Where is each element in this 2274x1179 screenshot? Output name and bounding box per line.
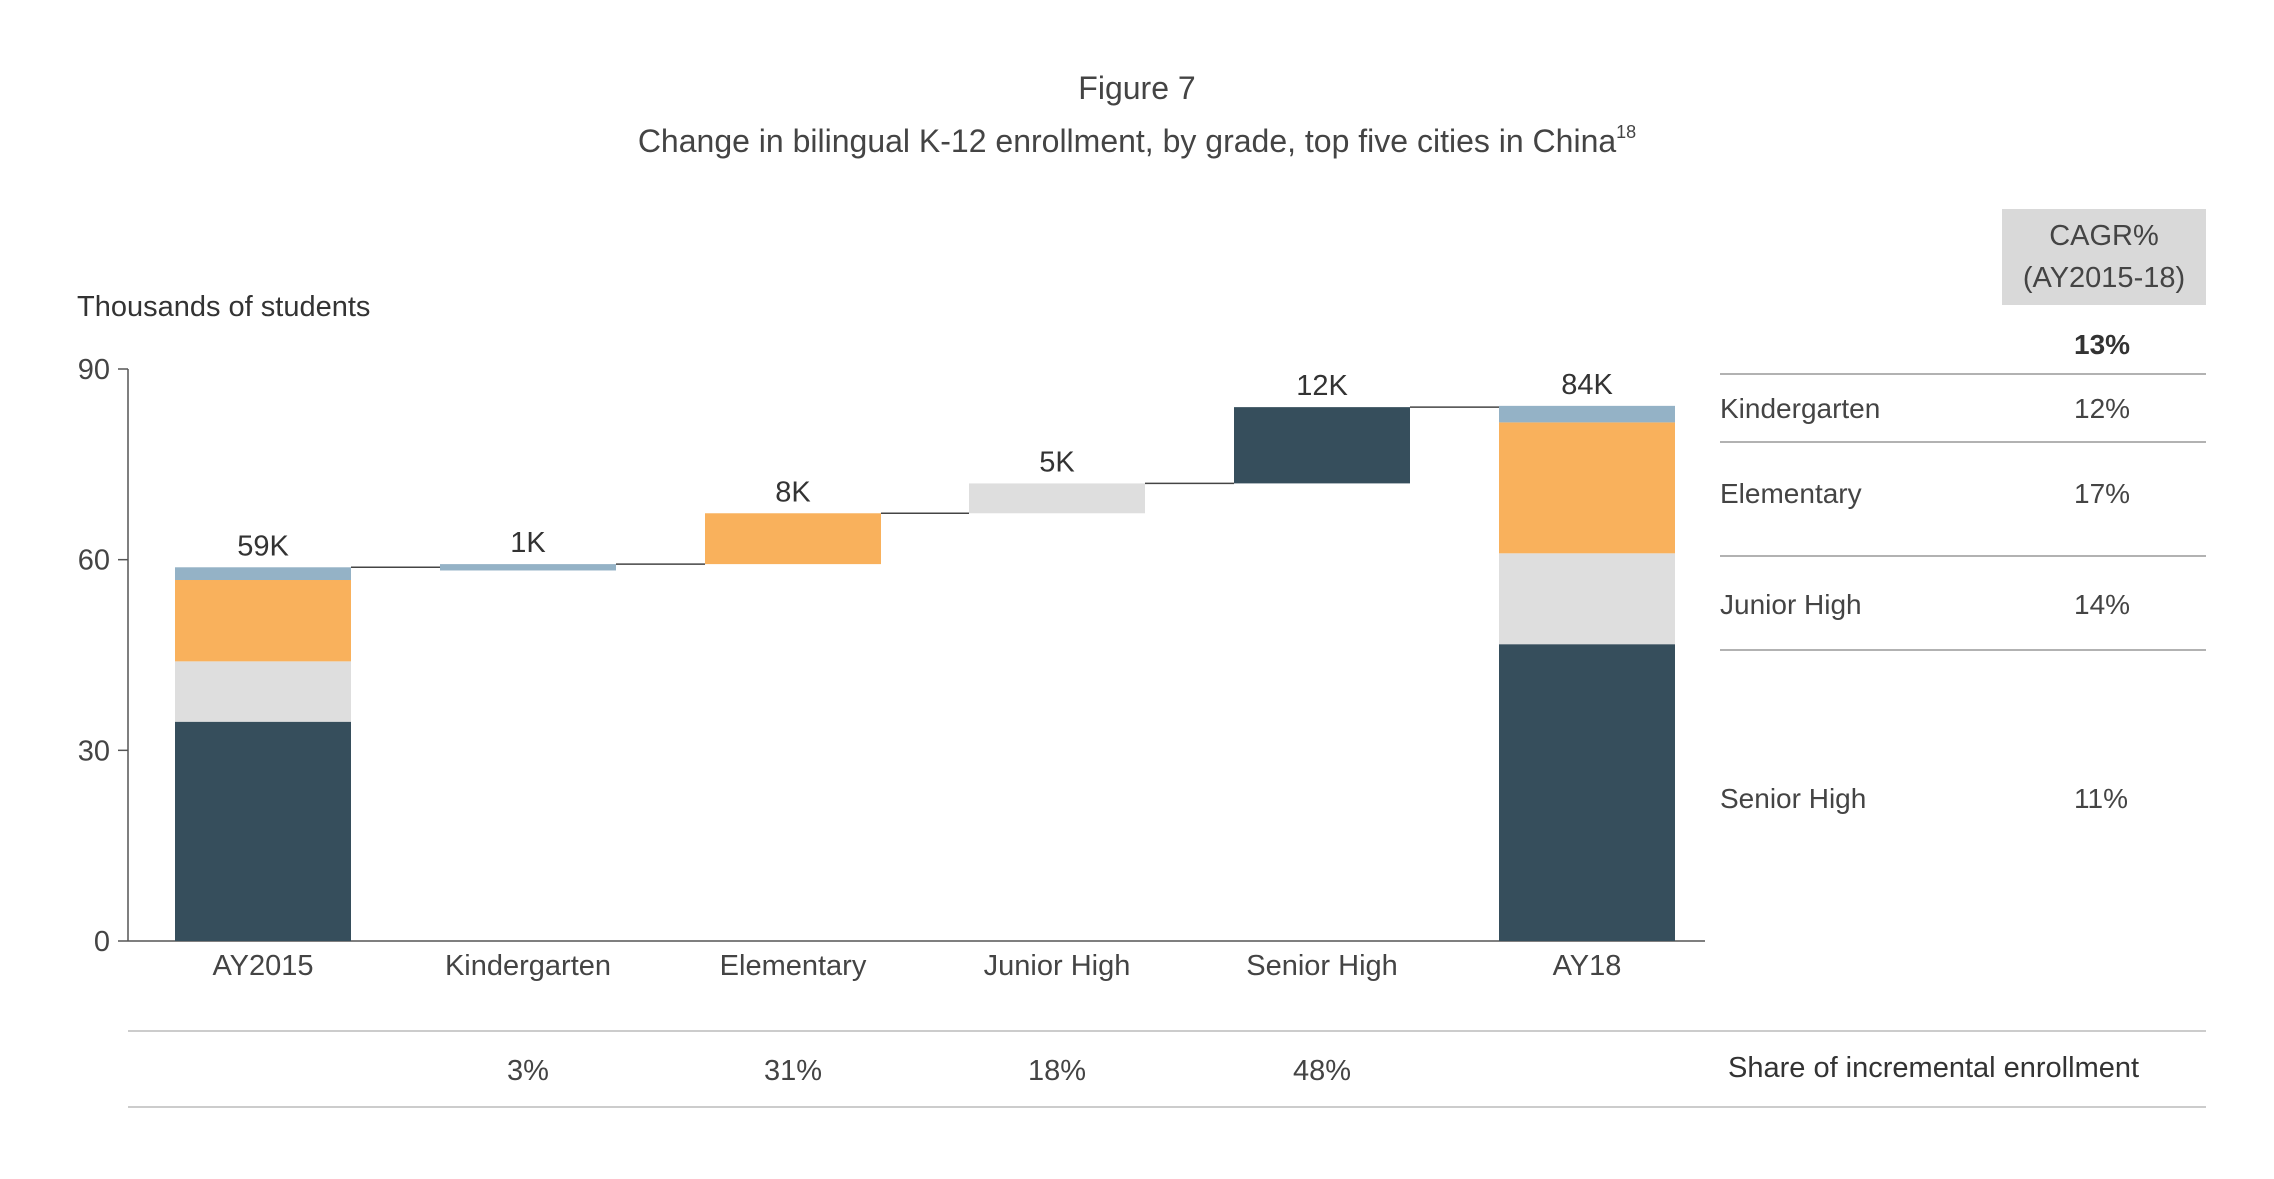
bars-layer: 59K AY2015 1K Kindergarten 3% 8K Elementary 31%…	[175, 369, 1675, 1087]
x-tick-label: AY2015	[212, 950, 313, 982]
figure-title: Change in bilingual K-12 enrollment, by …	[0, 122, 2274, 160]
figure-number: Figure 7	[1078, 70, 1196, 106]
cagr-row-label: Junior High	[1720, 589, 1862, 620]
bar-segment	[1499, 405, 1675, 423]
cagr-header-line1: CAGR%	[2049, 220, 2159, 252]
data-label: 1K	[510, 527, 546, 559]
data-label: 5K	[1039, 446, 1075, 478]
y-axis: 0 30 60 90	[78, 354, 1705, 958]
cagr-row-label: Elementary	[1720, 478, 1862, 509]
cagr-total-value: 13%	[2074, 329, 2131, 360]
data-label: 12K	[1296, 370, 1348, 402]
share-value: 31%	[764, 1055, 822, 1087]
bar-segment	[969, 483, 1145, 514]
bar-segment	[175, 661, 351, 722]
footnote-marker: 18	[1616, 122, 1637, 142]
x-tick-label: Elementary	[720, 950, 867, 982]
bar-segment	[1499, 644, 1675, 941]
bar-segment	[1499, 422, 1675, 554]
cagr-row-value: 17%	[2074, 478, 2131, 509]
bar-segment	[1499, 553, 1675, 645]
bar-segment	[175, 580, 351, 662]
cagr-header: CAGR% (AY2015-18)	[2002, 209, 2206, 305]
y-tick-label: 60	[78, 545, 110, 577]
y-tick-label: 0	[94, 926, 110, 958]
data-label: 84K	[1561, 369, 1613, 401]
cagr-row-value: 11%	[2074, 783, 2128, 814]
x-tick-label: AY18	[1553, 950, 1622, 982]
x-tick-label: Junior High	[984, 950, 1131, 982]
bar-segment	[440, 564, 616, 571]
data-label: 8K	[775, 476, 811, 508]
cagr-row-label: Kindergarten	[1720, 393, 1881, 424]
y-tick-label: 90	[78, 354, 110, 386]
bar-segment	[1234, 407, 1410, 484]
bar-segment	[175, 721, 351, 941]
share-row-label: Share of incremental enrollment	[1728, 1052, 2140, 1084]
share-value: 3%	[507, 1055, 549, 1087]
data-label: 59K	[237, 530, 289, 562]
cagr-row-value: 12%	[2074, 393, 2131, 424]
x-tick-label: Kindergarten	[445, 950, 611, 982]
bar-segment	[705, 513, 881, 565]
cagr-row-value: 14%	[2074, 589, 2131, 620]
figure-title-text: Change in bilingual K-12 enrollment, by …	[637, 123, 1617, 159]
y-axis-label: Thousands of students	[77, 291, 370, 323]
share-value: 48%	[1293, 1055, 1351, 1087]
y-tick-label: 30	[78, 735, 110, 767]
cagr-table-lines	[128, 373, 2206, 1108]
x-tick-label: Senior High	[1246, 950, 1398, 982]
cagr-row-label: Senior High	[1720, 783, 1867, 814]
share-value: 18%	[1028, 1055, 1086, 1087]
cagr-header-line2: (AY2015-18)	[2022, 262, 2186, 294]
bar-segment	[175, 567, 351, 581]
